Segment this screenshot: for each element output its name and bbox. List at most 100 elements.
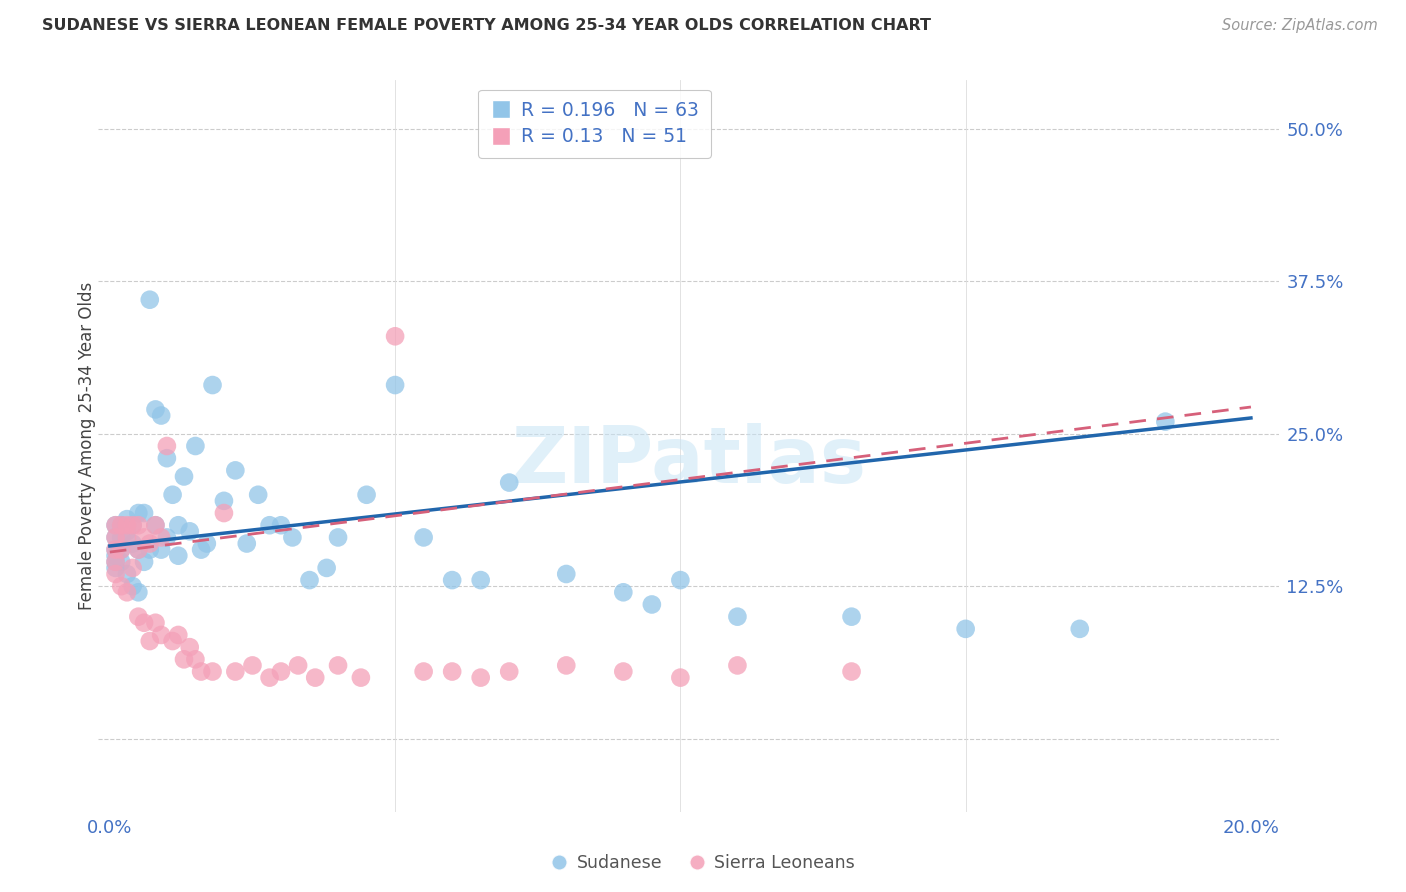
Point xyxy=(115,524,138,539)
Point xyxy=(555,567,578,582)
Point xyxy=(121,561,143,575)
Point xyxy=(167,518,190,533)
Text: SUDANESE VS SIERRA LEONEAN FEMALE POVERTY AMONG 25-34 YEAR OLDS CORRELATION CHAR: SUDANESE VS SIERRA LEONEAN FEMALE POVERT… xyxy=(42,18,931,33)
Point xyxy=(139,293,162,307)
Point xyxy=(110,518,132,533)
Point xyxy=(173,652,195,666)
Point xyxy=(162,488,184,502)
Point xyxy=(139,542,162,557)
Point xyxy=(270,665,292,679)
Point xyxy=(121,518,143,533)
Point xyxy=(612,585,634,599)
Point xyxy=(841,665,863,679)
Point xyxy=(725,609,748,624)
Legend: R = 0.196   N = 63, R = 0.13   N = 51: R = 0.196 N = 63, R = 0.13 N = 51 xyxy=(478,90,710,158)
Point xyxy=(195,536,218,550)
Point xyxy=(104,542,127,557)
Y-axis label: Female Poverty Among 25-34 Year Olds: Female Poverty Among 25-34 Year Olds xyxy=(79,282,96,610)
Point xyxy=(190,665,212,679)
Point xyxy=(350,671,373,685)
Point xyxy=(121,579,143,593)
Point xyxy=(162,634,184,648)
Point xyxy=(104,555,127,569)
Point xyxy=(156,451,179,466)
Point xyxy=(150,530,173,544)
Point xyxy=(110,542,132,557)
Point xyxy=(127,518,149,533)
Point xyxy=(259,671,281,685)
Point xyxy=(115,530,138,544)
Point xyxy=(150,542,173,557)
Point xyxy=(110,579,132,593)
Point xyxy=(287,658,309,673)
Point xyxy=(139,536,162,550)
Point xyxy=(441,573,464,587)
Point xyxy=(104,518,127,533)
Point xyxy=(132,615,155,630)
Point xyxy=(498,665,520,679)
Point xyxy=(121,518,143,533)
Point xyxy=(132,555,155,569)
Point xyxy=(184,439,207,453)
Point xyxy=(104,530,127,544)
Point xyxy=(104,555,127,569)
Point xyxy=(167,628,190,642)
Point xyxy=(139,634,162,648)
Point xyxy=(115,585,138,599)
Point xyxy=(184,652,207,666)
Point xyxy=(298,573,321,587)
Point xyxy=(669,671,692,685)
Point xyxy=(156,439,179,453)
Point xyxy=(612,665,634,679)
Point xyxy=(104,530,127,544)
Point xyxy=(201,378,224,392)
Point xyxy=(127,542,149,557)
Point xyxy=(127,609,149,624)
Point xyxy=(167,549,190,563)
Point xyxy=(555,658,578,673)
Point xyxy=(441,665,464,679)
Point xyxy=(270,518,292,533)
Point xyxy=(470,573,492,587)
Point xyxy=(326,530,349,544)
Point xyxy=(384,378,406,392)
Point xyxy=(412,530,434,544)
Point xyxy=(127,542,149,557)
Point xyxy=(242,658,264,673)
Point xyxy=(179,524,201,539)
Point xyxy=(104,518,127,533)
Point xyxy=(115,567,138,582)
Point xyxy=(179,640,201,655)
Point xyxy=(470,671,492,685)
Point xyxy=(104,567,127,582)
Point xyxy=(247,488,270,502)
Point xyxy=(127,506,149,520)
Point xyxy=(121,536,143,550)
Point xyxy=(145,615,167,630)
Point xyxy=(212,506,235,520)
Point xyxy=(115,518,138,533)
Point xyxy=(104,561,127,575)
Legend: Sudanese, Sierra Leoneans: Sudanese, Sierra Leoneans xyxy=(544,847,862,879)
Point xyxy=(281,530,304,544)
Point xyxy=(104,542,127,557)
Text: ZIPatlas: ZIPatlas xyxy=(512,423,866,499)
Point xyxy=(110,518,132,533)
Point xyxy=(145,518,167,533)
Point xyxy=(150,409,173,423)
Point xyxy=(356,488,378,502)
Point xyxy=(1154,415,1177,429)
Point xyxy=(669,573,692,587)
Point xyxy=(259,518,281,533)
Point xyxy=(150,628,173,642)
Point xyxy=(498,475,520,490)
Point xyxy=(641,598,664,612)
Point xyxy=(224,463,246,477)
Point xyxy=(110,530,132,544)
Point xyxy=(156,530,179,544)
Point xyxy=(212,494,235,508)
Point xyxy=(236,536,259,550)
Point xyxy=(110,542,132,557)
Point xyxy=(104,549,127,563)
Point xyxy=(841,609,863,624)
